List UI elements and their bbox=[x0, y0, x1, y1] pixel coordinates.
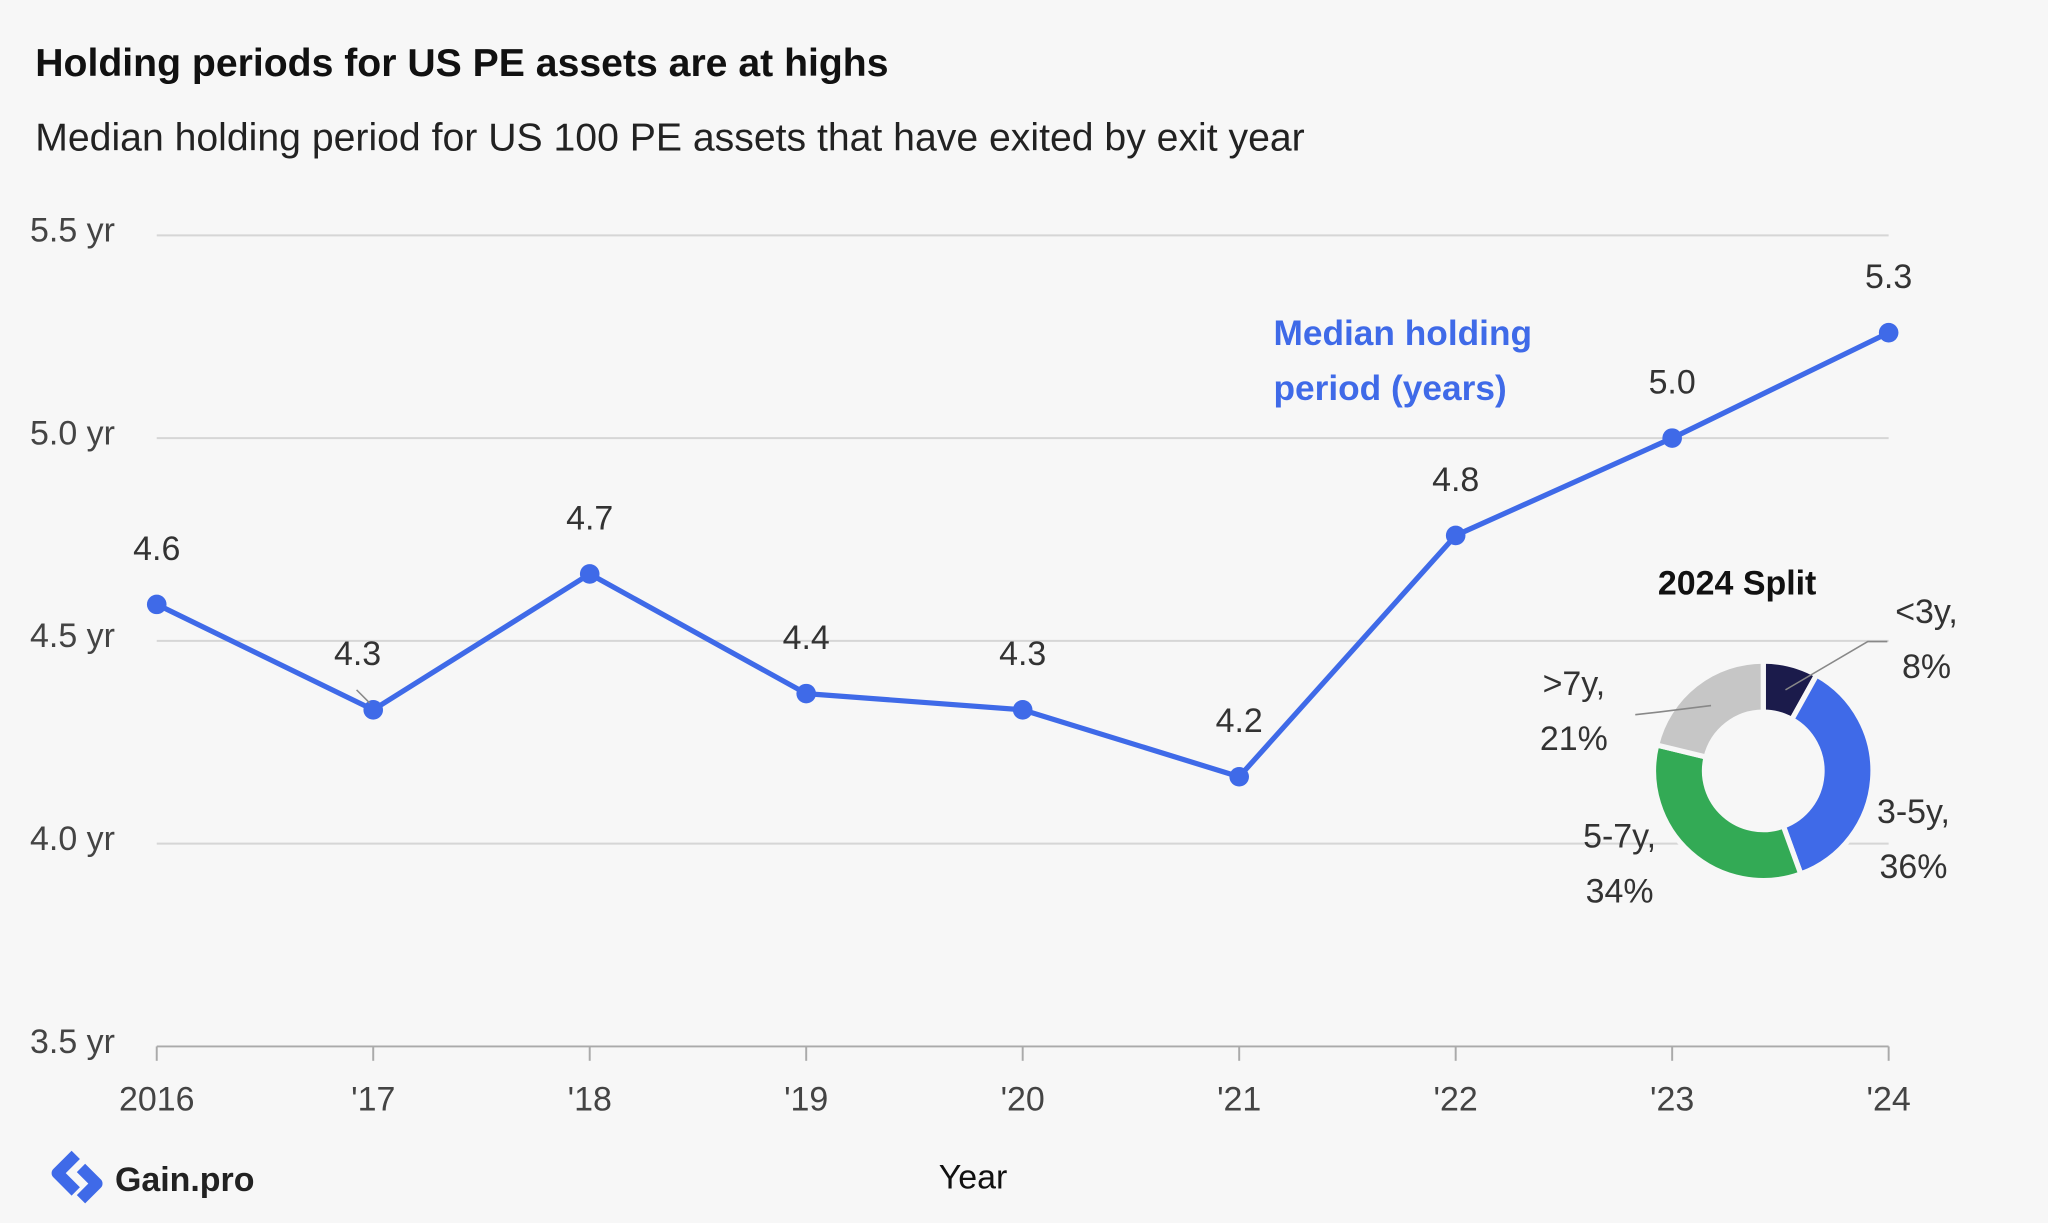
chart-title: Holding periods for US PE assets are at … bbox=[35, 42, 888, 85]
data-point bbox=[1229, 766, 1249, 787]
chart-subtitle: Median holding period for US 100 PE asse… bbox=[35, 116, 1304, 159]
donut-label: 3-5y, bbox=[1877, 793, 1950, 831]
source-brand: Gain.pro bbox=[115, 1161, 255, 1199]
y-tick-label: 5.5 yr bbox=[30, 212, 115, 250]
donut-value-label: 8% bbox=[1902, 648, 1951, 686]
x-tick-label: '19 bbox=[784, 1080, 828, 1118]
x-tick-label: '18 bbox=[568, 1080, 612, 1118]
donut-value-label: 36% bbox=[1880, 848, 1948, 886]
donut-value-label: 21% bbox=[1540, 720, 1608, 758]
x-tick-label: '21 bbox=[1217, 1080, 1261, 1118]
data-point bbox=[579, 564, 600, 584]
donut-slice bbox=[1780, 671, 1876, 878]
data-point bbox=[363, 700, 384, 720]
data-label: 4.8 bbox=[1432, 461, 1479, 499]
data-point bbox=[1445, 525, 1466, 546]
data-label: 4.3 bbox=[999, 635, 1046, 673]
logo-icon bbox=[51, 1150, 103, 1204]
label-leader bbox=[1785, 640, 1888, 691]
donut-slice bbox=[1653, 658, 1766, 761]
data-label: 4.3 bbox=[334, 635, 381, 673]
x-tick-label: '23 bbox=[1650, 1080, 1694, 1118]
data-point bbox=[1662, 428, 1682, 448]
x-tick-label: '17 bbox=[351, 1080, 395, 1118]
label-leader bbox=[356, 689, 371, 704]
y-tick-label: 4.5 yr bbox=[30, 617, 115, 655]
data-point bbox=[1012, 700, 1033, 720]
data-label: 4.7 bbox=[566, 499, 613, 537]
donut-label: >7y, bbox=[1543, 665, 1606, 703]
data-label: 5.3 bbox=[1865, 258, 1912, 296]
y-tick-label: 4.0 yr bbox=[30, 820, 115, 858]
data-point bbox=[146, 594, 167, 615]
data-label: 4.6 bbox=[133, 530, 180, 568]
x-tick-label: '24 bbox=[1867, 1080, 1911, 1118]
data-point bbox=[796, 683, 816, 704]
x-tick-label: 2016 bbox=[119, 1080, 195, 1118]
donut-label: 5-7y, bbox=[1583, 818, 1656, 856]
donut-title: 2024 Split bbox=[1658, 564, 1816, 602]
data-label: 5.0 bbox=[1649, 364, 1696, 402]
x-tick-label: '22 bbox=[1434, 1080, 1478, 1118]
x-axis-label: Year bbox=[939, 1159, 1008, 1197]
donut-slice bbox=[1650, 741, 1805, 884]
data-label: 4.4 bbox=[783, 619, 830, 657]
series-annotation-box: Median holding period (years) bbox=[1273, 313, 1533, 408]
x-tick-label: '20 bbox=[1001, 1080, 1045, 1118]
donut-value-label: 34% bbox=[1586, 873, 1654, 911]
y-tick-label: 5.0 yr bbox=[30, 414, 115, 452]
y-tick-label: 3.5 yr bbox=[30, 1023, 115, 1061]
label-leader bbox=[1635, 704, 1712, 716]
donut-label: <3y, bbox=[1895, 593, 1958, 631]
data-point bbox=[1878, 322, 1899, 343]
series-annotation: Median holding period (years) bbox=[1273, 313, 1533, 408]
data-label: 4.2 bbox=[1216, 702, 1263, 740]
